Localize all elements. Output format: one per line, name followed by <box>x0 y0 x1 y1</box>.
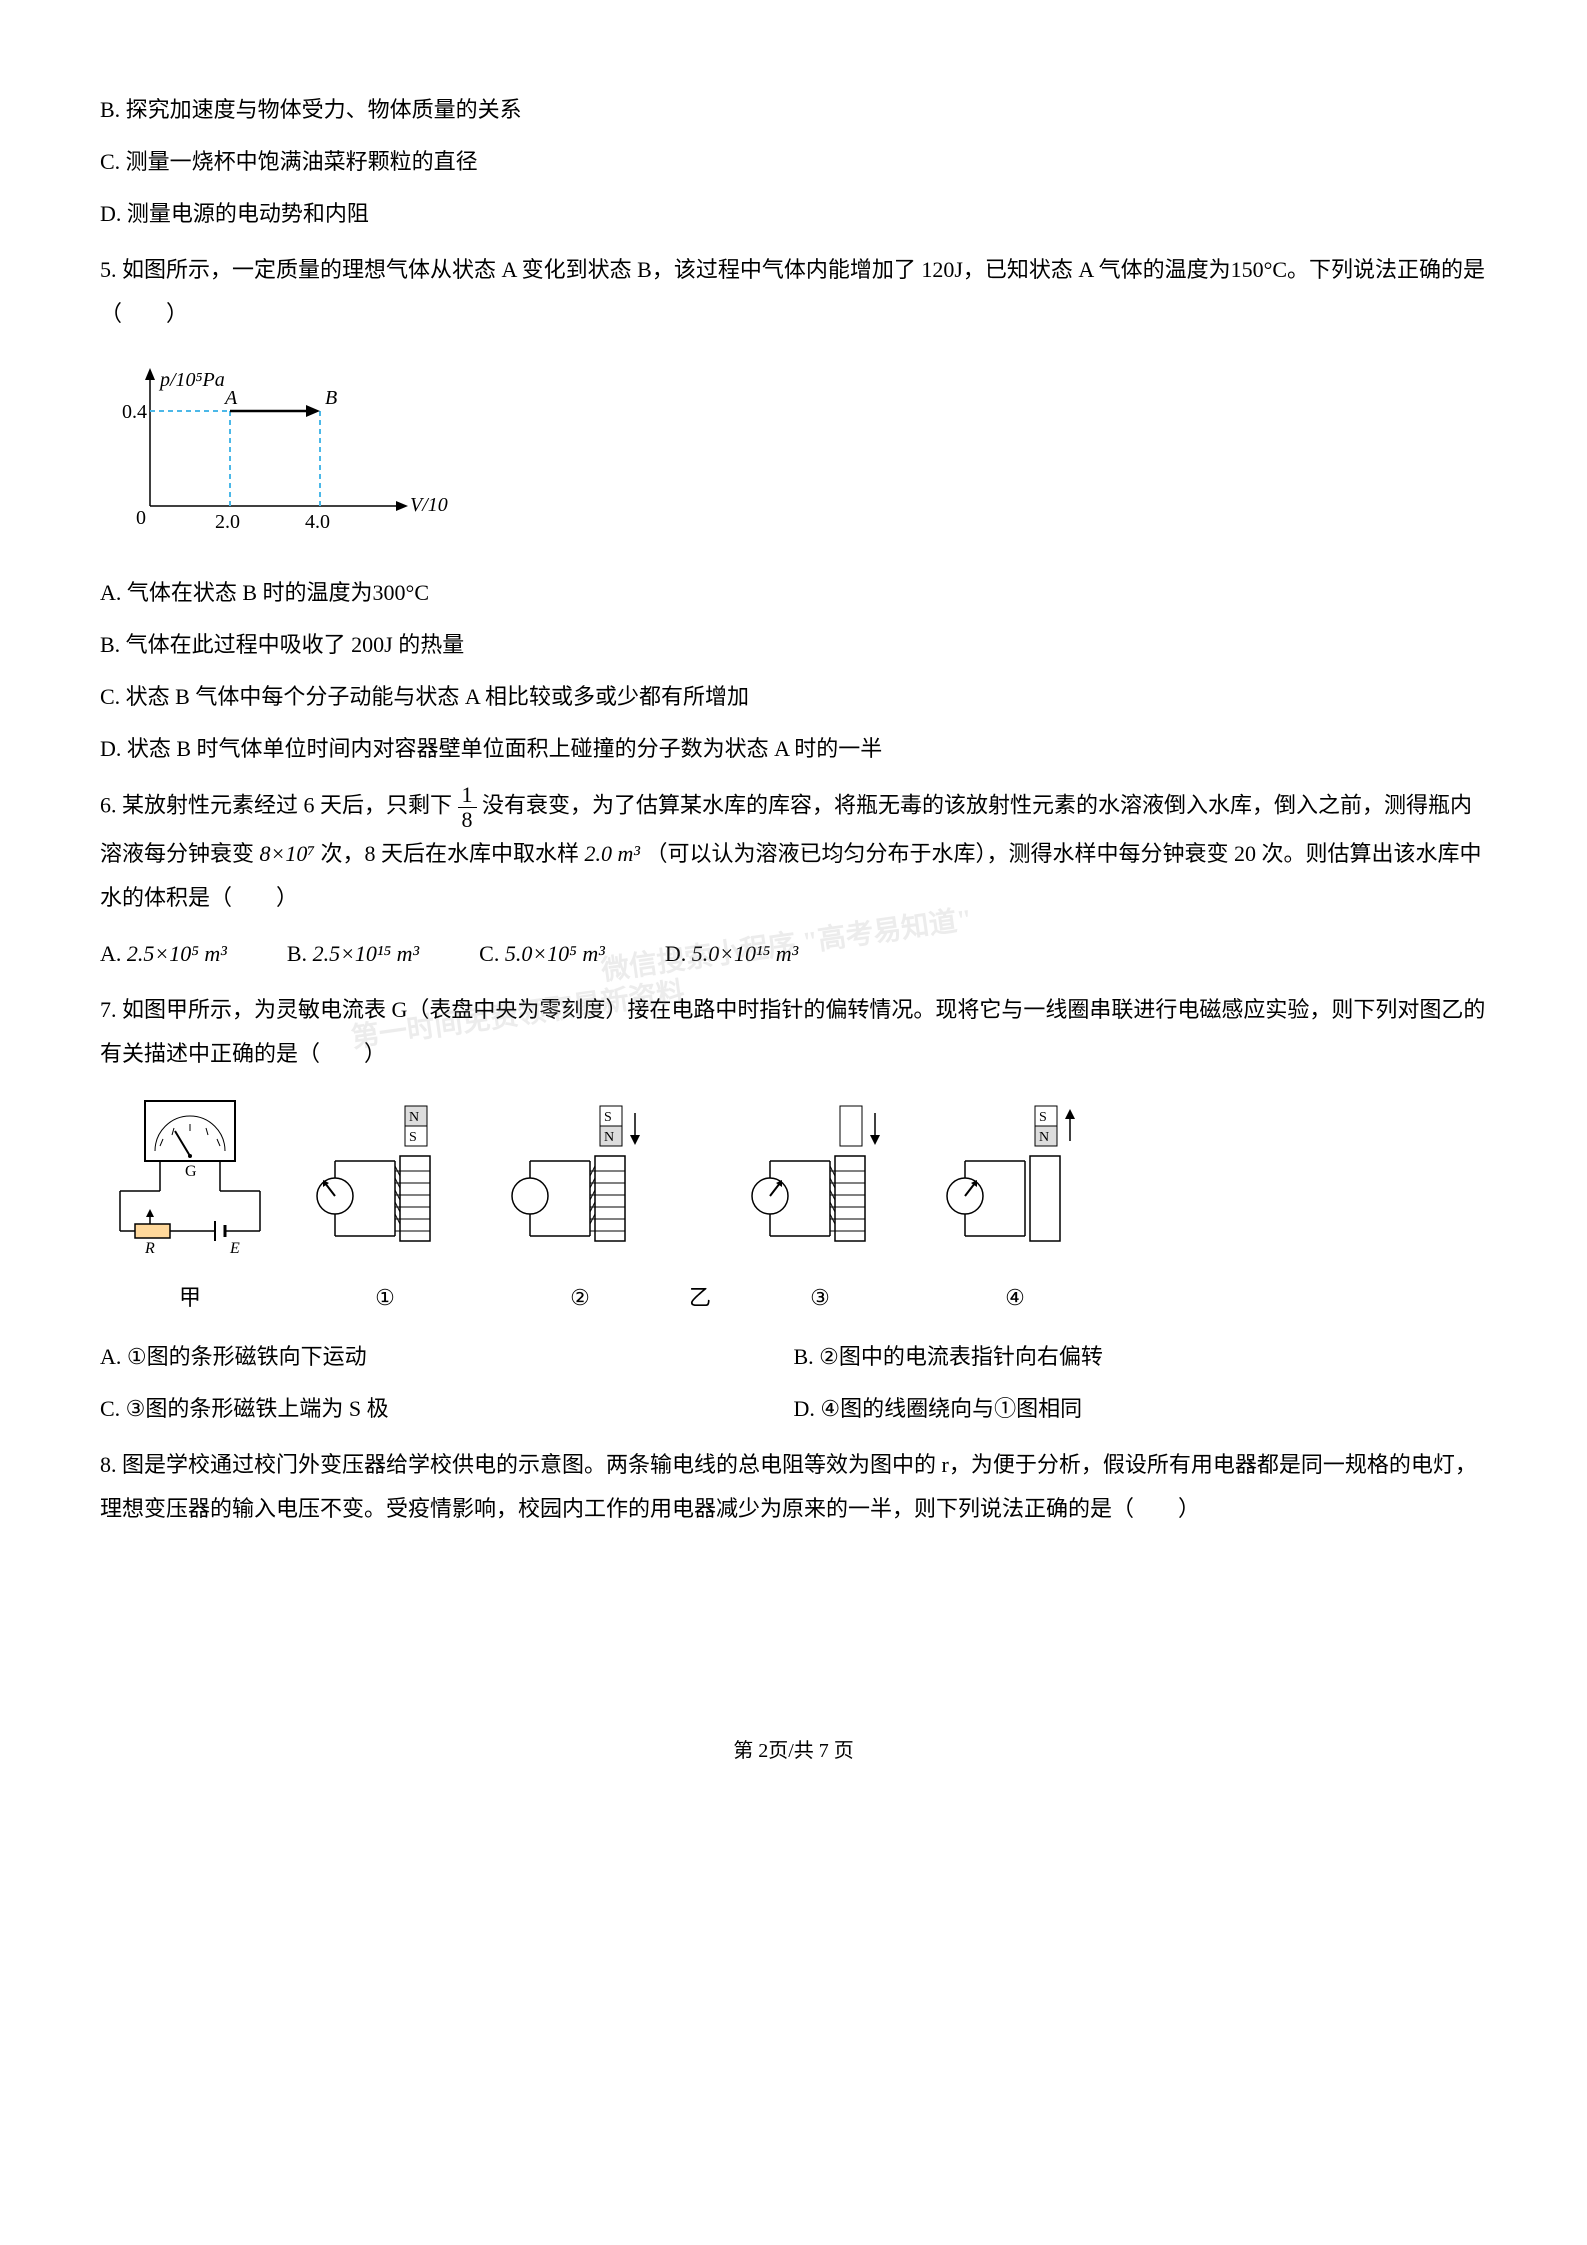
chart-pointA: A <box>223 387 238 409</box>
q5-option-a: A. 气体在状态 B 时的温度为300°C <box>100 571 1487 615</box>
chart-x-label: V/10⁻³m³ <box>410 494 450 516</box>
svg-text:2.0: 2.0 <box>215 511 240 533</box>
q6-option-b: B. 2.5×10¹⁵ m³ <box>287 932 419 976</box>
q5-chart: p/10⁵Pa 0.4 A B 0 2.0 4.0 V/10⁻³m³ <box>110 356 1487 551</box>
svg-text:0: 0 <box>136 507 146 529</box>
page-content: 微信搜索小程序 "高考易知道" 第一时间免费领取最新资料 B. 探究加速度与物体… <box>100 88 1487 1771</box>
q7-label-jia: 甲 <box>100 1276 280 1320</box>
chart-pointB: B <box>325 387 337 409</box>
q5-option-b: B. 气体在此过程中吸收了 200J 的热量 <box>100 623 1487 667</box>
svg-text:S: S <box>1039 1110 1047 1125</box>
q7-option-a: A. ①图的条形磁铁向下运动 <box>100 1335 794 1379</box>
svg-text:R: R <box>144 1240 155 1257</box>
q5-option-d: D. 状态 B 时气体单位时间内对容器壁单位面积上碰撞的分子数为状态 A 时的一… <box>100 727 1487 771</box>
svg-text:N: N <box>604 1130 614 1145</box>
q6-stem-pre: 6. 某放射性元素经过 6 天后，只剩下 <box>100 793 452 818</box>
q7-option-c: C. ③图的条形磁铁上端为 S 极 <box>100 1387 794 1431</box>
q6-option-c: C. 5.0×10⁵ m³ <box>479 932 605 976</box>
chart-ytick: 0.4 <box>122 401 147 423</box>
q7-options-row2: C. ③图的条形磁铁上端为 S 极 D. ④图的线圈绕向与①图相同 <box>100 1387 1487 1431</box>
q5-stem: 5. 如图所示，一定质量的理想气体从状态 A 变化到状态 B，该过程中气体内能增… <box>100 248 1487 336</box>
page-footer: 第 2页/共 7 页 <box>100 1731 1487 1771</box>
q7-diag-2: S N <box>490 1101 670 1320</box>
q6-stem: 6. 某放射性元素经过 6 天后，只剩下 1 8 没有衰变，为了估算某水库的库容… <box>100 783 1487 920</box>
q7-diag-4: S N ④ <box>925 1101 1105 1320</box>
q6-decay1: 8×10⁷ <box>260 841 316 866</box>
q6-option-a: A. 2.5×10⁵ m³ <box>100 932 227 976</box>
svg-text:S: S <box>409 1130 417 1145</box>
q7-options-row1: A. ①图的条形磁铁向下运动 B. ②图中的电流表指针向右偏转 <box>100 1335 1487 1379</box>
q7-label-1: ① <box>295 1276 475 1320</box>
q7-diag-3: ③ <box>730 1101 910 1320</box>
svg-text:E: E <box>229 1240 240 1257</box>
q6-fraction: 1 8 <box>458 783 477 832</box>
q7-diag-jia: G R E 甲 <box>100 1091 280 1320</box>
q7-option-b: B. ②图中的电流表指针向右偏转 <box>794 1335 1488 1379</box>
q4-option-b: B. 探究加速度与物体受力、物体质量的关系 <box>100 88 1487 132</box>
q7-label-yi: 乙 <box>685 1276 715 1320</box>
svg-text:S: S <box>604 1110 612 1125</box>
svg-text:G: G <box>185 1163 197 1180</box>
q7-label-3: ③ <box>730 1276 910 1320</box>
q7-option-d: D. ④图的线圈绕向与①图相同 <box>794 1387 1488 1431</box>
q7-label-4: ④ <box>925 1276 1105 1320</box>
chart-y-label: p/10⁵Pa <box>158 369 225 391</box>
q6-stem-mid2: 次，8 天后在水库中取水样 <box>321 841 580 866</box>
q7-diagrams: G R E 甲 <box>100 1091 1487 1320</box>
svg-text:N: N <box>409 1110 419 1125</box>
q6-option-d: D. 5.0×10¹⁵ m³ <box>665 932 798 976</box>
q6-sample: 2.0 m³ <box>585 841 640 866</box>
svg-text:N: N <box>1039 1130 1049 1145</box>
q8-stem: 8. 图是学校通过校门外变压器给学校供电的示意图。两条输电线的总电阻等效为图中的… <box>100 1443 1487 1531</box>
q4-option-c: C. 测量一烧杯中饱满油菜籽颗粒的直径 <box>100 140 1487 184</box>
svg-text:4.0: 4.0 <box>305 511 330 533</box>
q7-diag-1: N S <box>295 1101 475 1320</box>
q5-option-c: C. 状态 B 气体中每个分子动能与状态 A 相比较或多或少都有所增加 <box>100 675 1487 719</box>
q7-yi-label-box: 乙 <box>685 1116 715 1320</box>
q4-option-d: D. 测量电源的电动势和内阻 <box>100 192 1487 236</box>
q7-stem: 7. 如图甲所示，为灵敏电流表 G（表盘中央为零刻度）接在电路中时指针的偏转情况… <box>100 988 1487 1076</box>
q6-options: A. 2.5×10⁵ m³ B. 2.5×10¹⁵ m³ C. 5.0×10⁵ … <box>100 932 1487 976</box>
q7-label-2: ② <box>490 1276 670 1320</box>
